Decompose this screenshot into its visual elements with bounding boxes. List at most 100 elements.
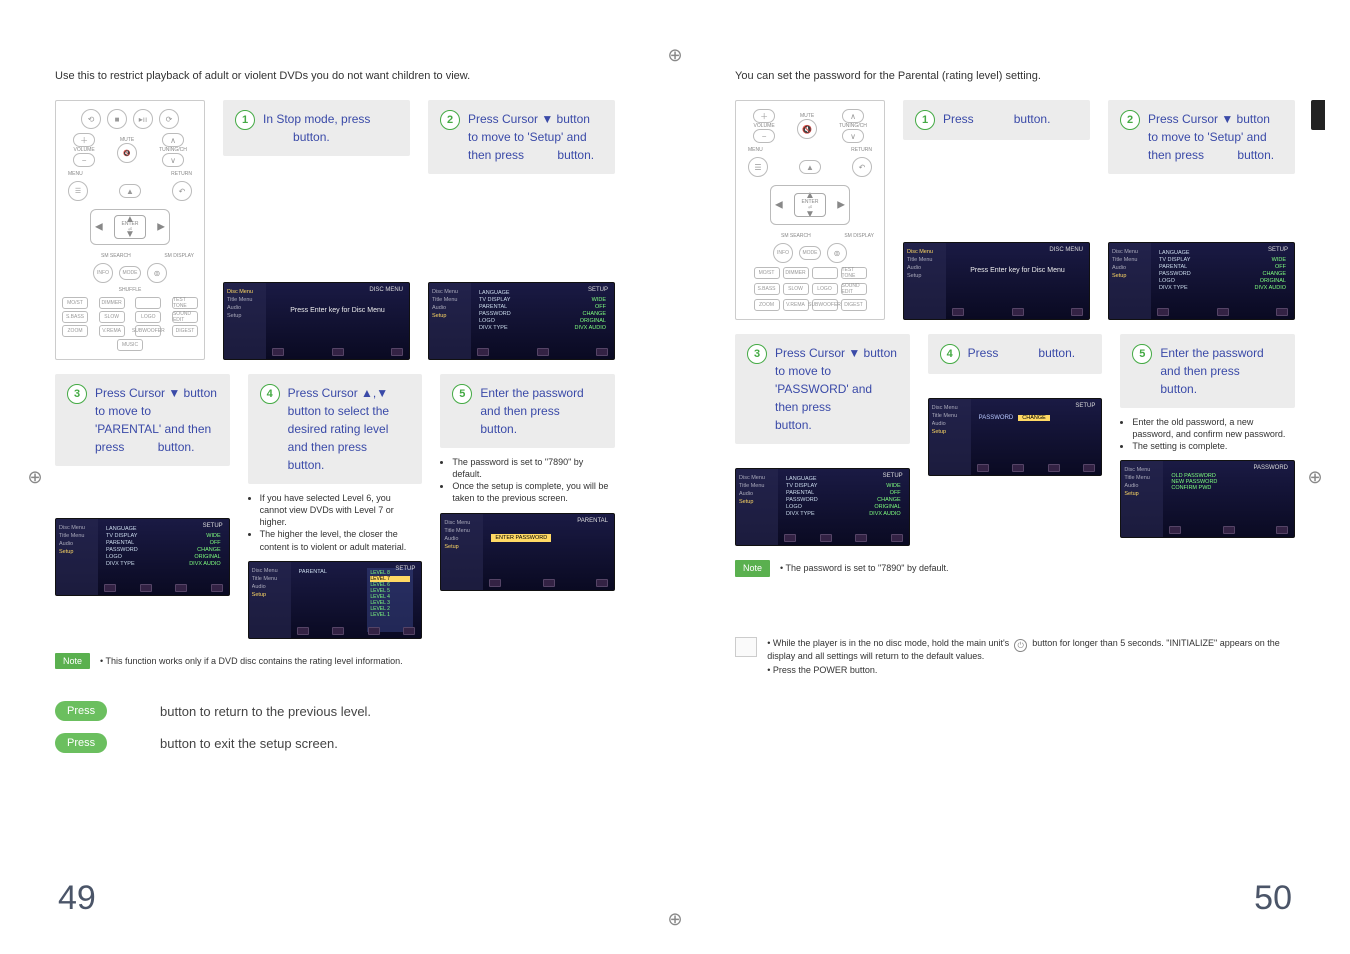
badge-5: 5 [1132,344,1152,364]
osd-title: DISC MENU [369,287,403,293]
left-bullets-4: If you have selected Level 6, you cannot… [248,490,423,555]
right-step-4: 4 Press button. [928,334,1103,374]
right-step-5: 5 Enter the password and then press butt… [1120,334,1295,408]
osd-side-item: Setup [444,544,480,550]
remote-btn-ch-dn: ∨ [842,129,864,143]
remote-btn-smdisplay: ⊚ [147,263,167,283]
remote-btn-menu: ☰ [748,157,768,177]
osd-side-item: Title Menu [444,528,480,534]
osd-level: LEVEL 1 [370,612,410,618]
left-step-4: 4 Press Cursor ▲,▼ button to select the … [248,374,423,484]
bullet: Once the setup is complete, you will be … [452,480,611,504]
osd-pw-label: CONFIRM PWD [1171,485,1286,491]
osd-side-item: Disc Menu [907,249,943,255]
remote-enter-icon: ⏎ [128,227,132,233]
remote-btn-ff: ⟳ [159,109,179,129]
note-badge: Note [735,560,770,577]
remote-btn-info: INFO [773,243,793,263]
bullet: Enter the old password, a new password, … [1132,416,1291,440]
badge-4: 4 [940,344,960,364]
osd-title: DISC MENU [1049,247,1083,253]
osd-side-item: Disc Menu [739,475,775,481]
osd-side-item: Setup [1112,273,1148,279]
page-left: Use this to restrict playback of adult o… [30,50,640,924]
remote-lbl-smsearch: SM SEARCH [781,233,811,239]
osd-title: SETUP [883,473,903,479]
osd-levels: Disc Menu Title Menu Audio Setup SETUP P… [248,561,423,639]
right-step-3: 3 Press Cursor ▼ button to move to 'PASS… [735,334,910,444]
remote-btn-stop: ■ [107,109,127,129]
right-step-1: 1 Press button. [903,100,1090,140]
step1-text-b: button. [293,130,330,144]
remote-pill: TEST TONE [841,267,867,279]
remote-pill [812,267,838,279]
remote-pill: DIMMER [783,267,809,279]
remote-pill: V.REMA [783,299,809,311]
bullet: The setting is complete. [1132,440,1291,452]
osd-title: SETUP [395,566,415,572]
osd-side-item: Title Menu [252,576,288,582]
osd-side-item: Title Menu [907,257,943,263]
step1-text-a: In Stop mode, press [263,112,370,126]
osd-side-item: Audio [227,305,263,311]
osd-side-item: Audio [59,541,95,547]
osd-title: PASSWORD [1253,465,1288,471]
remote-lbl-return: RETURN [171,171,192,177]
remote-dpad: ▲ ▼ ◀ ▶ ENTER ⏎ [770,185,850,225]
rstep4-text-a: Press [968,346,999,360]
osd-disc-menu: Disc Menu Title Menu Audio Setup DISC ME… [223,282,410,360]
page-number-left: 49 [58,879,96,918]
remote-pill: SLOW [99,311,125,323]
remote-btn-return: ↶ [172,181,192,201]
remote-btn-enter: ENTER ⏎ [114,215,146,239]
remote-btn-up: ▲ [799,160,821,174]
right-row-2: 3 Press Cursor ▼ button to move to 'PASS… [735,334,1295,546]
right-intro: You can set the password for the Parenta… [735,70,1295,82]
left-intro: Use this to restrict playback of adult o… [55,70,615,82]
remote-btn-info: INFO [93,263,113,283]
remote-btn-vol-dn: − [753,129,775,143]
osd-r-password-change: Disc Menu Title Menu Audio Setup SETUP P… [928,398,1103,476]
remote-pill: ZOOM [62,325,88,337]
osd-side-item: Setup [59,549,95,555]
left-note: Note • This function works only if a DVD… [55,653,615,670]
left-step-1: 1 In Stop mode, press button. [223,100,410,156]
remote-lbl-smdisplay: SM DISPLAY [164,253,194,259]
hollow-note-badge [735,637,757,657]
remote-pill: SOUND EDIT [172,311,198,323]
osd-side-item: Setup [1124,491,1160,497]
bullet: The higher the level, the closer the con… [260,528,419,552]
badge-2: 2 [1120,110,1140,130]
right-step-2: 2 Press Cursor ▼ button to move to 'Setu… [1108,100,1295,174]
osd-side-item: Audio [932,421,968,427]
remote-pill: SOUND EDIT [841,283,867,295]
osd-password-key: PASSWORD [979,415,1014,421]
press-label: Press [55,733,107,753]
osd-parental: Disc Menu Title Menu Audio Setup SETUP L… [55,518,230,596]
remote-pill: S.BASS [754,283,780,295]
remote-btn-menu: ☰ [68,181,88,201]
osd-title: SETUP [1268,247,1288,253]
osd-side-item: Disc Menu [932,405,968,411]
osd-side-item: Audio [1124,483,1160,489]
remote-pill-music: MUSIC [117,339,143,351]
remote-pill: MO/ST [62,297,88,309]
badge-4: 4 [260,384,280,404]
remote-pill: SUBWOOFER [135,325,161,337]
remote-btn-vol-dn: − [73,153,95,167]
page-number-right: 50 [1254,879,1292,918]
osd-side-item: Title Menu [932,413,968,419]
osd-side-item: Title Menu [1124,475,1160,481]
osd-side-item: Audio [252,584,288,590]
remote-lbl-menu: MENU [68,171,83,177]
return-exit-block: Press button to return to the previous l… [55,695,615,759]
remote-pill: LOGO [135,311,161,323]
left-step-5: 5 Enter the password and then press butt… [440,374,615,448]
left-step-2: 2 Press Cursor ▼ button to move to 'Setu… [428,100,615,174]
osd-side-item: Disc Menu [444,520,480,526]
right-note: Note • The password is set to "7890" by … [735,560,1295,577]
remote-btn-mute: 🔇 [797,119,817,139]
left-step-3: 3 Press Cursor ▼ button to move to 'PARE… [55,374,230,466]
rstep4-text-b: button. [1038,346,1075,360]
osd-r-disc-menu: Disc Menu Title Menu Audio Setup DISC ME… [903,242,1090,320]
